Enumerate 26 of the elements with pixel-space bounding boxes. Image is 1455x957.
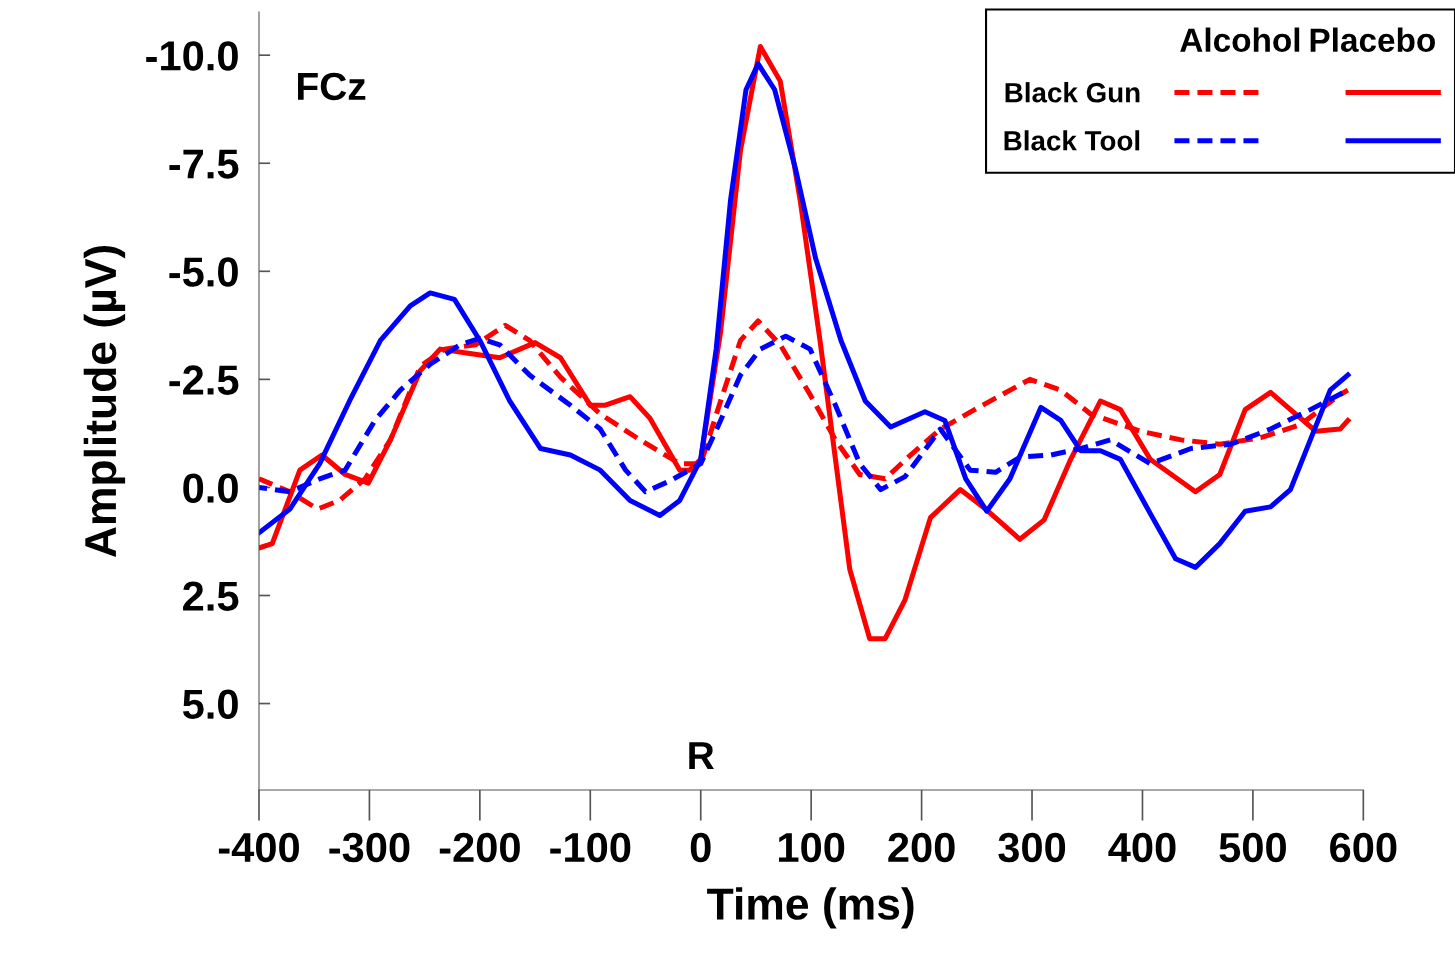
x-tick-label: -200 (439, 832, 520, 863)
y-tick-label: 2.5 (183, 581, 239, 611)
x-tick-label: 0 (690, 832, 711, 863)
x-tick-label: -300 (329, 832, 410, 863)
x-axis-title: Time (ms) (707, 887, 914, 929)
y-tick-label: -5.0 (169, 257, 238, 287)
legend-label: Black Tool (1004, 130, 1140, 151)
x-tick-label: 600 (1330, 832, 1397, 863)
x-tick-label: -100 (550, 832, 631, 863)
y-tick-label: 0.0 (183, 473, 238, 503)
y-tick-label: -7.5 (169, 149, 239, 179)
y-tick-label: 5.0 (182, 689, 238, 720)
y-tick-label: -2.5 (169, 365, 239, 395)
x-tick-label: 100 (779, 832, 845, 863)
y-axis-title: Amplitude (µV) (83, 245, 126, 558)
annotation: Alcohol (1180, 27, 1300, 53)
x-tick-label: 300 (998, 832, 1066, 863)
x-tick-label: 200 (888, 832, 955, 863)
legend-label: Black Gun (1005, 82, 1140, 103)
y-tick-label: -10.0 (146, 41, 238, 71)
annotation: FCz (298, 72, 366, 101)
x-tick-label: 500 (1219, 832, 1286, 863)
annotation: Placebo (1310, 27, 1435, 53)
x-tick-label: 400 (1108, 832, 1176, 863)
annotation: R (689, 742, 714, 769)
x-tick-label: -400 (218, 832, 299, 863)
